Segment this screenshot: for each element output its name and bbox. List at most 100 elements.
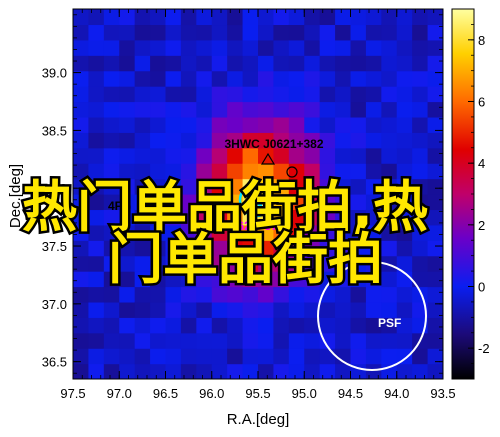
heatmap-cell <box>319 209 336 226</box>
heatmap-cell <box>427 271 443 288</box>
heatmap-cell <box>180 55 197 72</box>
heatmap-cell <box>304 116 321 133</box>
heatmap-cell <box>381 178 398 195</box>
heatmap-cell <box>165 101 182 118</box>
heatmap-cell <box>412 86 429 103</box>
heatmap-cell <box>319 271 336 288</box>
heatmap-cell <box>119 147 136 164</box>
colorbar-tick-label: 0 <box>478 280 485 295</box>
heatmap-cell <box>288 132 305 149</box>
heatmap-cell <box>103 317 120 334</box>
heatmap-cell <box>365 301 382 318</box>
heatmap-cell <box>396 163 413 180</box>
y-tick-label: 36.5 <box>42 355 67 370</box>
heatmap-cell <box>273 178 290 195</box>
heatmap-cell <box>88 255 105 272</box>
heatmap-cell <box>180 70 197 87</box>
heatmap-cell <box>180 39 197 56</box>
heatmap-cell <box>427 301 443 318</box>
heatmap-cell <box>119 9 136 26</box>
heatmap-cell <box>165 363 182 379</box>
circle-marker-icon <box>286 166 298 178</box>
heatmap-cell <box>412 209 429 226</box>
heatmap-cell <box>196 363 213 379</box>
heatmap-cell <box>427 55 443 72</box>
heatmap-cell <box>227 301 244 318</box>
heatmap-cell <box>73 271 90 288</box>
heatmap-cell <box>304 301 321 318</box>
heatmap-cell <box>396 132 413 149</box>
heatmap-cell <box>196 55 213 72</box>
heatmap-cell <box>134 301 151 318</box>
heatmap-cell <box>103 240 120 257</box>
heatmap-cell <box>427 332 443 349</box>
heatmap-cell <box>211 132 228 149</box>
heatmap-cell <box>73 163 90 180</box>
heatmap-cell <box>288 194 305 211</box>
heatmap-cell <box>165 209 182 226</box>
heatmap-cell <box>227 209 244 226</box>
heatmap-cell <box>365 70 382 87</box>
heatmap-cell <box>304 363 321 379</box>
heatmap-cell <box>227 271 244 288</box>
heatmap-cell <box>150 224 167 241</box>
heatmap-cell <box>288 363 305 379</box>
heatmap-cell <box>365 116 382 133</box>
heatmap-cell <box>319 363 336 379</box>
heatmap-cell <box>427 39 443 56</box>
heatmap-cell <box>103 132 120 149</box>
psf-label: PSF <box>378 316 401 330</box>
heatmap-cell <box>103 86 120 103</box>
heatmap-cell <box>365 224 382 241</box>
heatmap-cell <box>412 255 429 272</box>
y-axis-title: Dec.[deg] <box>7 164 24 228</box>
heatmap-cell <box>396 24 413 41</box>
heatmap-cell <box>381 271 398 288</box>
heatmap-cell <box>242 332 259 349</box>
heatmap-cell <box>319 255 336 272</box>
heatmap-cell <box>103 286 120 303</box>
heatmap-cell <box>211 55 228 72</box>
heatmap-cell <box>227 240 244 257</box>
heatmap-cell <box>396 301 413 318</box>
x-tick-label: 96.0 <box>199 386 224 401</box>
heatmap-cell <box>103 163 120 180</box>
heatmap-cell <box>319 348 336 365</box>
heatmap-cell <box>381 317 398 334</box>
heatmap-cell <box>273 86 290 103</box>
heatmap-cell <box>381 363 398 379</box>
heatmap-cell <box>258 301 275 318</box>
heatmap-cell <box>211 209 228 226</box>
heatmap-cell <box>412 70 429 87</box>
heatmap-cell <box>412 271 429 288</box>
heatmap-cell <box>304 317 321 334</box>
heatmap-cell <box>304 101 321 118</box>
heatmap-cell <box>196 178 213 195</box>
heatmap-cell <box>412 24 429 41</box>
colorbar-tick-label: -2 <box>478 341 490 356</box>
heatmap-cell <box>273 209 290 226</box>
heatmap-cell <box>304 39 321 56</box>
heatmap-cell <box>103 116 120 133</box>
heatmap-cell <box>242 240 259 257</box>
heatmap-cell <box>365 363 382 379</box>
heatmap-cell <box>427 147 443 164</box>
heatmap-cell <box>396 194 413 211</box>
heatmap-cell <box>73 348 90 365</box>
x-tick-label: 97.5 <box>60 386 85 401</box>
heatmap-cell <box>365 317 382 334</box>
y-tick-label: 37.5 <box>42 239 67 254</box>
heatmap-cell <box>350 132 367 149</box>
heatmap-cell <box>381 9 398 26</box>
heatmap-cell <box>365 24 382 41</box>
heatmap-cell <box>258 240 275 257</box>
heatmap-cell <box>196 132 213 149</box>
heatmap-cell <box>288 116 305 133</box>
heatmap-cell <box>150 317 167 334</box>
heatmap-cell <box>103 70 120 87</box>
heatmap-cell <box>134 271 151 288</box>
heatmap-cell <box>288 240 305 257</box>
heatmap-cell <box>150 116 167 133</box>
heatmap-cell <box>335 86 352 103</box>
heatmap-cell <box>273 224 290 241</box>
